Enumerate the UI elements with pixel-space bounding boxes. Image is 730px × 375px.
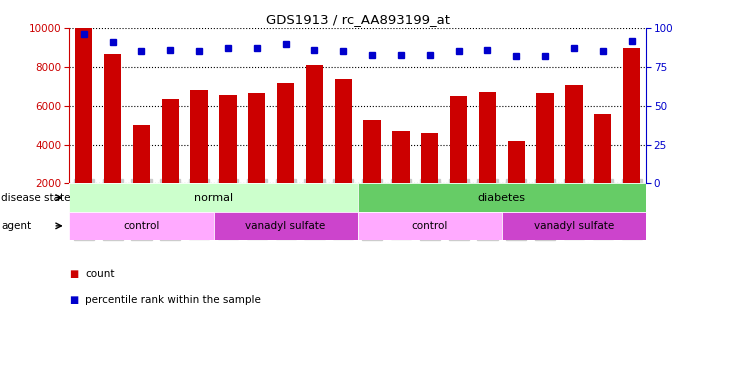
- Text: percentile rank within the sample: percentile rank within the sample: [85, 295, 261, 305]
- Bar: [133, 125, 150, 183]
- Bar: [306, 65, 323, 183]
- Bar: [69, 212, 213, 240]
- Text: control: control: [412, 221, 448, 231]
- Text: vanadyl sulfate: vanadyl sulfate: [534, 221, 614, 231]
- Text: diabetes: diabetes: [478, 193, 526, 202]
- Title: GDS1913 / rc_AA893199_at: GDS1913 / rc_AA893199_at: [266, 13, 450, 26]
- Bar: [565, 86, 583, 183]
- Text: vanadyl sulfate: vanadyl sulfate: [245, 221, 326, 231]
- Text: control: control: [123, 221, 160, 231]
- Bar: [421, 133, 439, 183]
- Bar: [623, 48, 640, 183]
- Bar: [334, 79, 352, 183]
- Bar: [392, 131, 410, 183]
- Bar: [507, 141, 525, 183]
- Bar: [537, 93, 554, 183]
- Text: ■: ■: [69, 269, 79, 279]
- Bar: [248, 93, 266, 183]
- Bar: [479, 92, 496, 183]
- Bar: [213, 212, 358, 240]
- Bar: [277, 84, 294, 183]
- Bar: [358, 212, 502, 240]
- Bar: [104, 54, 121, 183]
- Bar: [358, 183, 646, 212]
- Bar: [191, 90, 208, 183]
- Bar: [75, 10, 93, 183]
- Text: agent: agent: [1, 221, 31, 231]
- Bar: [69, 183, 358, 212]
- Text: normal: normal: [194, 193, 233, 202]
- Bar: [450, 96, 467, 183]
- Bar: [161, 99, 179, 183]
- Text: ■: ■: [69, 295, 79, 305]
- Bar: [594, 114, 612, 183]
- Text: count: count: [85, 269, 115, 279]
- Text: disease state: disease state: [1, 193, 71, 202]
- Bar: [219, 95, 237, 183]
- Bar: [364, 120, 381, 183]
- Bar: [502, 212, 646, 240]
